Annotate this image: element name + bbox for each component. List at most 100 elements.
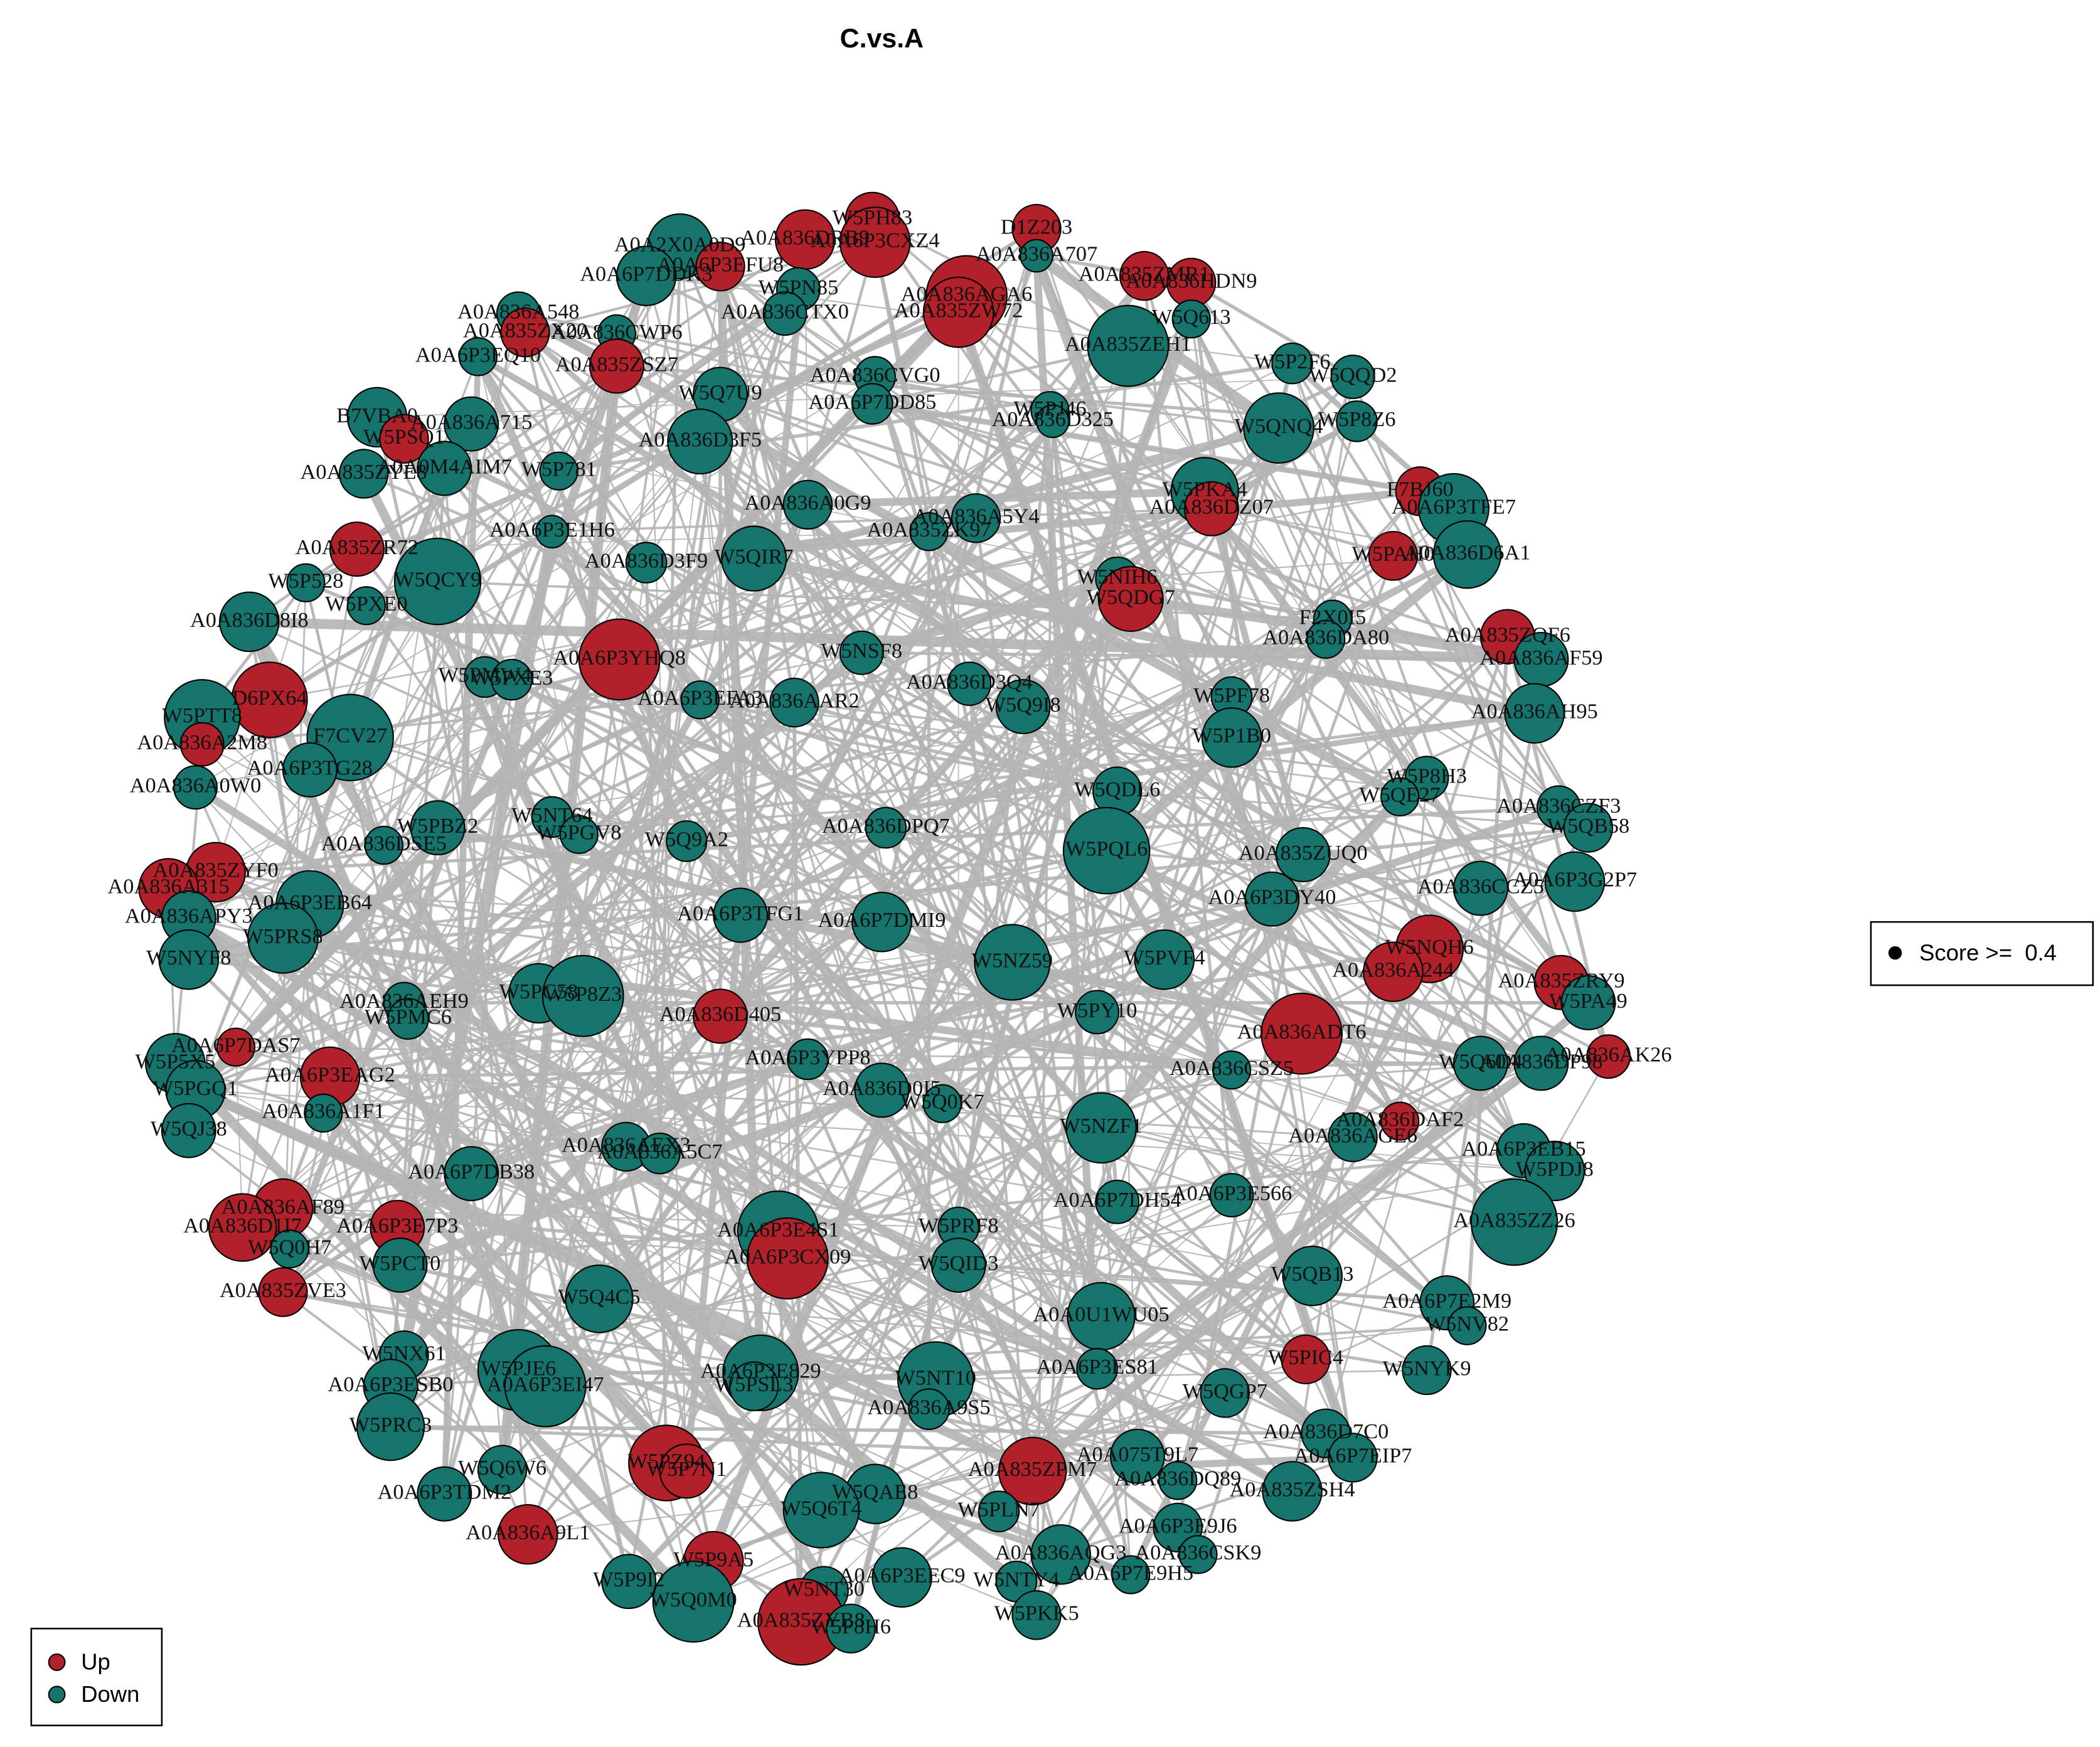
node <box>535 515 569 549</box>
node-label: A0A6P3EQ10 <box>415 343 541 366</box>
edge <box>849 578 1119 1629</box>
edge <box>1269 897 1403 1123</box>
node-label: W5QE27 <box>1359 783 1441 807</box>
node <box>1282 1246 1343 1306</box>
node <box>1097 565 1164 633</box>
node-label: W5Q6D4 <box>1439 1049 1522 1073</box>
edge <box>1291 363 1543 1064</box>
node-label: A0A835ZQF6 <box>1445 622 1570 646</box>
node-label: W5PLN7 <box>957 1498 1040 1522</box>
node <box>346 586 386 626</box>
node-label: W5P5X5 <box>136 1049 216 1073</box>
node-label: A0A835ZRY9 <box>1498 969 1625 993</box>
node <box>909 512 949 552</box>
node <box>282 742 338 798</box>
node-label: W5PA49 <box>1549 989 1628 1013</box>
edge <box>389 651 863 1387</box>
node <box>652 1560 735 1643</box>
node <box>1109 1428 1165 1484</box>
node-label: A0A6P7DD85 <box>808 390 936 414</box>
node-label: A0A6P3E4S1 <box>717 1217 839 1241</box>
node-label: W5Q6T4 <box>781 1496 862 1520</box>
edge <box>245 620 522 1372</box>
node <box>978 1490 1020 1532</box>
nodes <box>138 191 1631 1666</box>
node <box>728 1361 779 1411</box>
edge <box>685 841 756 1387</box>
node <box>746 1217 829 1300</box>
edge <box>403 438 937 1381</box>
node <box>286 563 326 602</box>
node-label: W5PDJ8 <box>1516 1157 1594 1181</box>
node <box>871 1547 932 1608</box>
edge <box>1291 362 1590 829</box>
group-legend: Up Down <box>30 1627 163 1726</box>
node <box>1452 1035 1508 1091</box>
node-label: A0A6P3EB15 <box>1461 1137 1586 1161</box>
node-label: W5NYF8 <box>146 946 231 970</box>
node <box>1035 404 1070 439</box>
node-label: A0A836AGE6 <box>1288 1123 1417 1147</box>
node-label: W5PJE6 <box>481 1356 556 1380</box>
node-label: A0A836DQ89 <box>1114 1467 1241 1490</box>
node-label: A0A836D7C0 <box>1263 1419 1388 1443</box>
edge <box>957 311 1334 621</box>
edge <box>1097 793 1404 1131</box>
node-label: A0A6P7EIP7 <box>1294 1444 1412 1468</box>
node <box>208 1193 277 1262</box>
edge <box>389 834 581 1428</box>
node <box>922 1084 962 1123</box>
node-label: A0A835ZSZ7 <box>555 352 678 376</box>
node-label: W5P9I2 <box>593 1568 664 1591</box>
edge <box>720 265 1428 779</box>
node <box>1560 975 1616 1030</box>
node-label: A0A836CSK9 <box>1134 1541 1261 1564</box>
edge <box>484 531 929 678</box>
node-label: W5QDG7 <box>1087 585 1175 609</box>
edge <box>1277 427 1429 779</box>
node <box>417 1466 472 1522</box>
edge <box>616 333 883 1091</box>
node-label: A0A836D8I8 <box>190 608 309 632</box>
edge <box>171 1059 697 1605</box>
node-label: W5PRS8 <box>243 924 323 948</box>
node-label: A0A6P3TFE7 <box>1392 495 1516 519</box>
node-label: A0A6P3EB64 <box>248 890 372 914</box>
edge <box>928 530 1576 884</box>
node <box>161 1103 216 1158</box>
edge <box>875 375 1279 429</box>
node-label: A0A836A2M8 <box>137 730 267 754</box>
node-label: A0A836A5Y4 <box>913 505 1040 528</box>
node <box>364 825 403 865</box>
node <box>1243 392 1314 464</box>
node <box>721 525 787 592</box>
edge <box>349 736 687 843</box>
node <box>387 998 429 1040</box>
edge <box>941 1103 1354 1459</box>
node <box>179 722 225 767</box>
edge <box>443 679 513 1494</box>
edge <box>517 1015 722 1371</box>
node-label: W5QQD2 <box>1309 363 1397 387</box>
node-label: F7CV27 <box>313 724 387 747</box>
node <box>1328 1112 1378 1163</box>
edge <box>1190 318 1428 779</box>
edge <box>645 275 688 1472</box>
node-label: A0A836APY3 <box>125 904 253 928</box>
node-label: W5Q0H7 <box>248 1235 331 1259</box>
node-label: A0A6P3ES81 <box>1036 1355 1158 1379</box>
edge <box>800 1002 1589 1623</box>
edge <box>282 695 1233 1294</box>
node-label: A0A836HDN9 <box>1126 269 1257 292</box>
node-label: W5PQL6 <box>1065 836 1148 860</box>
node-label: W5NT10 <box>895 1365 976 1389</box>
node-label: F7BJ60 <box>1387 478 1454 501</box>
node-label: A0A6P3ESB0 <box>328 1372 453 1396</box>
edge <box>871 345 1129 405</box>
node-label: W5PN85 <box>759 275 839 299</box>
node-label: A0A836AQG3 <box>995 1541 1127 1564</box>
edge <box>617 658 1099 1370</box>
node-label: A0A6P3CX09 <box>724 1244 851 1268</box>
node-label: W5NT30 <box>783 1577 865 1601</box>
